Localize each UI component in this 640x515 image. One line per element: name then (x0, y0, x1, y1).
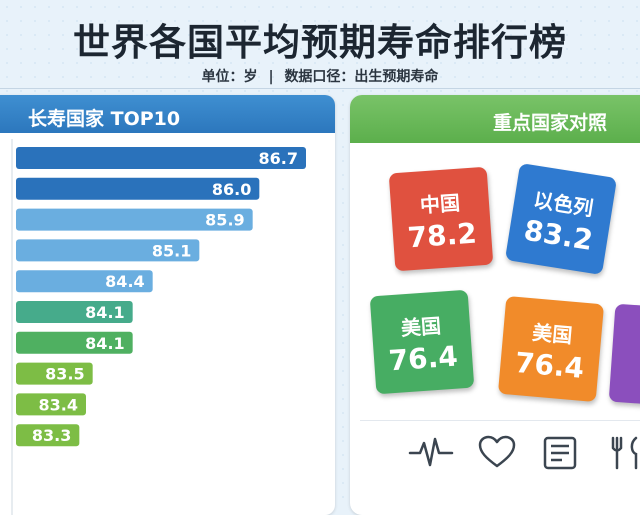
tile-usa-orange: 美国 76.4 (497, 295, 605, 403)
bar-value-label: 86.0 (212, 180, 251, 199)
compare-title: 重点国家对照 (493, 112, 608, 134)
bar-2 (16, 177, 260, 200)
bar-4 (16, 239, 200, 262)
tile-value: 76.4 (513, 345, 586, 385)
tile-china: 中国 78.2 (388, 166, 494, 272)
top10-header: 长寿国家 TOP10 (0, 95, 335, 133)
icons-divider (360, 420, 640, 421)
tile-usa-green: 美国 76.4 (369, 289, 475, 395)
bar-10 (16, 424, 80, 447)
page-title: 世界各国平均预期寿命排行榜 (73, 21, 567, 64)
bar-8 (16, 362, 93, 385)
bar-value-label: 84.1 (85, 334, 124, 353)
top10-bar-chart: 86.786.085.985.184.484.184.183.583.483.3 (11, 139, 306, 515)
separator: | (268, 69, 274, 85)
bar-value-label: 85.9 (205, 211, 244, 230)
bar-value-label: 83.3 (32, 426, 71, 445)
bar-value-label: 84.4 (105, 272, 144, 291)
tile-purple-cropped (608, 303, 640, 409)
bar-7 (16, 331, 133, 354)
tile-country: 美国 (400, 313, 442, 341)
bar-9 (16, 393, 86, 416)
bar-value-label: 83.4 (39, 395, 78, 414)
bar-3 (16, 208, 253, 231)
heartbeat-icon (408, 437, 454, 467)
bar-6 (16, 301, 133, 323)
tile-value: 78.2 (406, 216, 478, 255)
tile-country: 中国 (419, 190, 461, 218)
report-icon (543, 436, 577, 470)
tile-country (614, 322, 640, 329)
top10-panel: 长寿国家 TOP10 86.7 86.0 85.9 85.1 84.4 84.1 84.1 8… (0, 95, 335, 515)
unit-label: 单位：岁 (201, 69, 258, 85)
compare-panel: 重点国家对照 中国 78.2 以色列 83.2 美国 76.4 美国 76.4 (350, 95, 640, 515)
tile-value (614, 322, 640, 329)
header-divider (0, 88, 640, 89)
compare-header: 重点国家对照 (350, 95, 640, 143)
caliber-label: 数据口径：出生预期寿命 (284, 69, 439, 85)
bar-1 (16, 147, 306, 169)
heart-icon (478, 435, 516, 468)
bar-value-label: 86.7 (259, 149, 298, 168)
top10-title: 长寿国家 TOP10 (28, 108, 181, 130)
page-subtitle: 单位：岁 | 数据口径：出生预期寿命 (0, 66, 640, 86)
tile-israel: 以色列 83.2 (504, 162, 618, 276)
bar-value-label: 84.1 (85, 303, 124, 322)
bar-5 (16, 270, 153, 293)
utensils-icon (611, 436, 638, 470)
bar-value-label: 83.5 (45, 365, 84, 384)
bar-value-label: 85.1 (152, 241, 191, 260)
tile-value: 76.4 (387, 339, 459, 378)
